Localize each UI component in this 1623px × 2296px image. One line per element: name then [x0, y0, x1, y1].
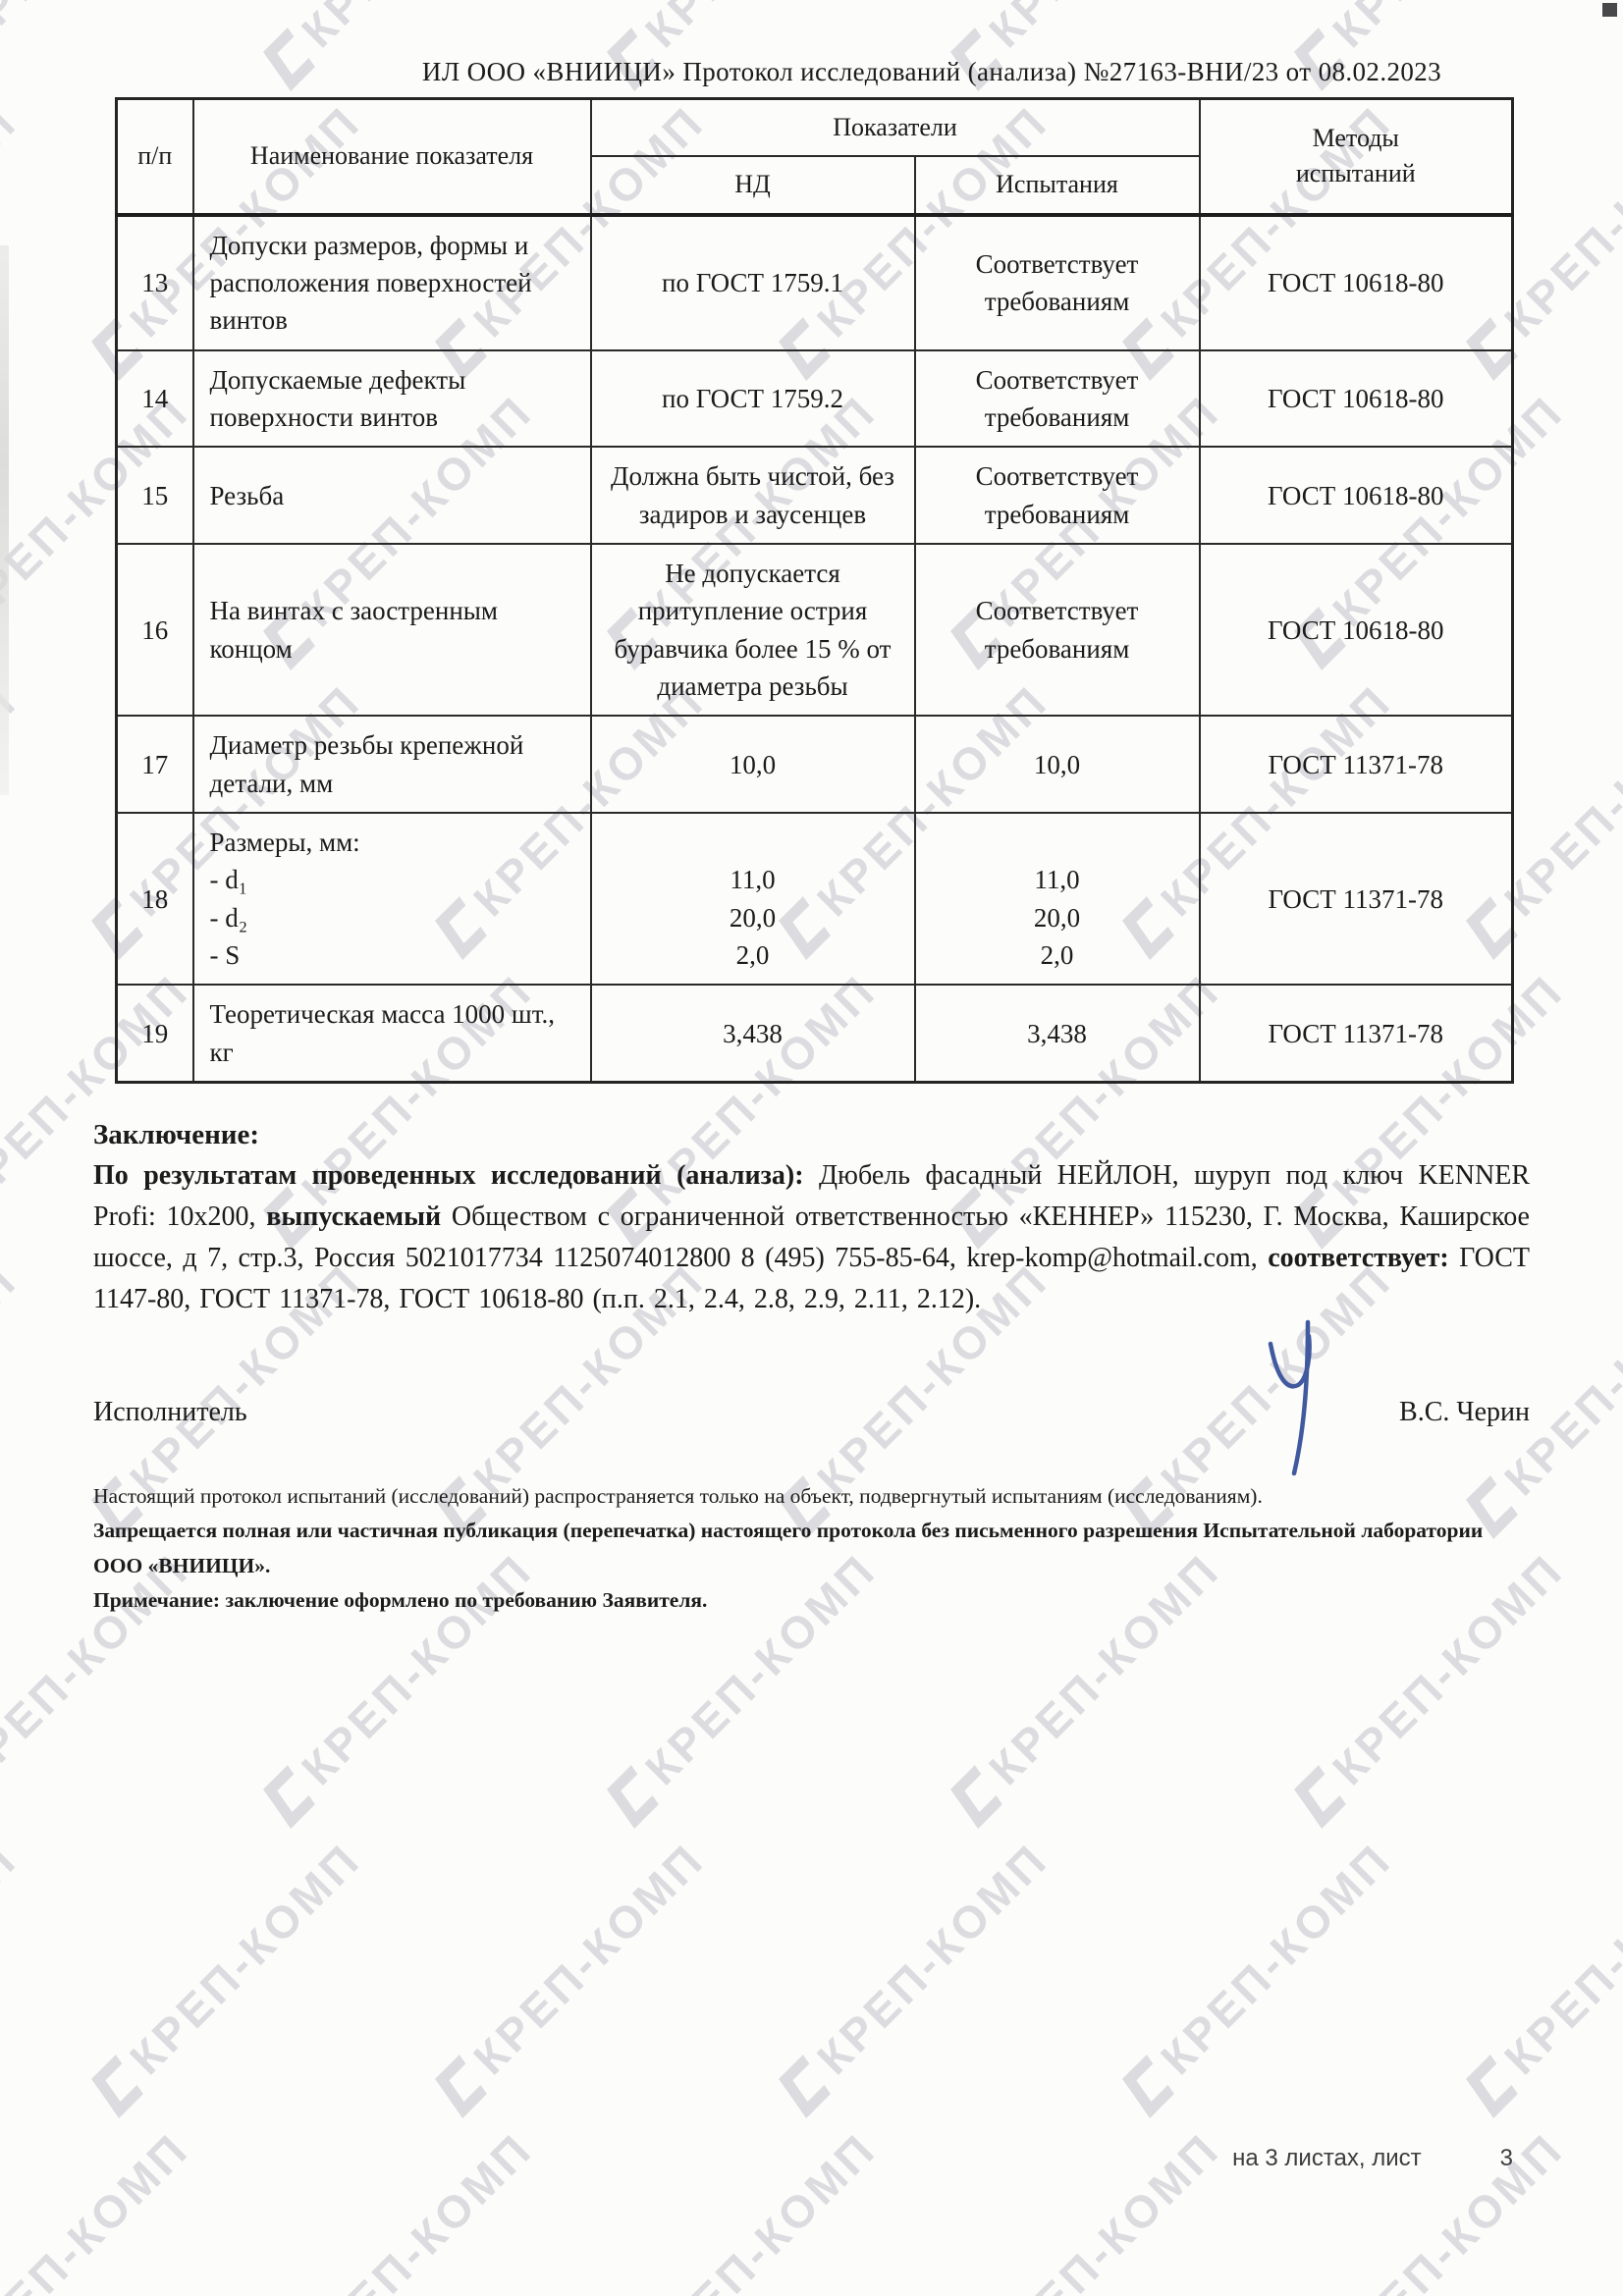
table-row: 14 Допускаемые дефекты поверхности винтов… — [115, 348, 1514, 449]
cell-name: Резьба — [191, 446, 592, 546]
executor-name: В.С. Черин — [1399, 1397, 1530, 1428]
cell-method: ГОСТ 10618-80 — [1198, 213, 1514, 351]
conclusion-segment: По результатам проведенных исследований … — [93, 1160, 819, 1192]
col-header-methods: Методы испытаний — [1198, 97, 1514, 217]
conclusion-segment: Обществом с ограниченной ответственность… — [93, 1201, 1530, 1274]
cell-nd: по ГОСТ 1759.2 — [589, 348, 916, 449]
cell-num: 14 — [115, 348, 194, 449]
conclusion-text: По результатам проведенных исследований … — [93, 1155, 1530, 1320]
table-row: 13 Допуски размеров, формы и расположения… — [115, 213, 1514, 351]
col-header-num: п/п — [115, 97, 194, 217]
conclusion-heading: Заключение: — [93, 1119, 260, 1151]
cell-num: 18 — [115, 812, 194, 987]
cell-nd: 10,0 — [589, 715, 916, 815]
cell-num: 17 — [115, 715, 194, 815]
table-row: 16 На винтах с заостренным концом Не допус… — [115, 543, 1514, 718]
cell-method: ГОСТ 10618-80 — [1198, 348, 1514, 449]
cell-method: ГОСТ 11371-78 — [1198, 715, 1514, 815]
sheets-label: на 3 листах, лист — [1232, 2145, 1422, 2171]
col-header-name: Наименование показателя — [191, 97, 592, 217]
conclusion-segment: Дюбель фасадный НЕЙЛОН, шуруп под ключ K… — [93, 1160, 1530, 1233]
col-header-test: Испытания — [913, 155, 1201, 217]
cell-num: 19 — [115, 984, 194, 1084]
document-header-title: ИЛ ООО «ВНИИЦИ» Протокол исследований (а… — [421, 57, 1442, 86]
cell-test: Соответствует требованиям — [913, 543, 1201, 718]
cell-method: ГОСТ 10618-80 — [1198, 446, 1514, 546]
cell-nd: по ГОСТ 1759.1 — [589, 213, 916, 351]
cell-name: Теоретическая масса 1000 шт., кг — [191, 984, 592, 1084]
scan-edge-noise — [0, 245, 9, 795]
cell-test: Соответствует требованиям — [913, 446, 1201, 546]
cell-test: 11,0 20,0 2,0 — [913, 812, 1201, 987]
cell-nd: Не допускается притупление острия буравч… — [589, 543, 916, 718]
table-header-row-1: п/п Наименование показателя Показатели М… — [115, 97, 1514, 217]
footnote-line: Примечание: заключение оформлено по треб… — [93, 1588, 708, 1613]
conclusion-section: Заключение: По результатам проведенных и… — [93, 1119, 1530, 1320]
cell-nd: 11,0 20,0 2,0 — [589, 812, 916, 987]
page-footer: на 3 листах, лист 3 — [1232, 2145, 1513, 2172]
cell-method: ГОСТ 11371-78 — [1198, 812, 1514, 987]
footnote-line: Запрещается полная или частичная публика… — [93, 1519, 1484, 1577]
cell-test: Соответствует требованиям — [913, 213, 1201, 351]
footnotes-section: Настоящий протокол испытаний (исследован… — [93, 1479, 1530, 1619]
cell-name: Допуски размеров, формы и расположения п… — [191, 213, 592, 351]
executor-label: Исполнитель — [93, 1397, 247, 1428]
results-table: п/п Наименование показателя Показатели М… — [115, 97, 1515, 1085]
cell-method: ГОСТ 11371-78 — [1198, 984, 1514, 1084]
col-header-indicators: Показатели — [589, 97, 1201, 158]
cell-test: Соответствует требованиям — [913, 348, 1201, 449]
conclusion-segment: соответствует: — [1268, 1243, 1460, 1274]
conclusion-segment: ГОСТ 1147-80, ГОСТ 11371-78, ГОСТ 10618-… — [93, 1243, 1530, 1315]
cell-name: Допускаемые дефекты поверхности винтов — [191, 348, 592, 449]
cell-test: 3,438 — [913, 984, 1201, 1084]
cell-name: На винтах с заостренным концом — [191, 543, 592, 718]
sheet-number: 3 — [1499, 2145, 1513, 2171]
cell-num: 15 — [115, 446, 194, 546]
signature-icon — [1268, 1319, 1312, 1476]
table-header-row-2: НД Испытания — [117, 155, 1513, 217]
cell-nd: Должна быть чистой, без задиров и заусен… — [589, 446, 916, 546]
cell-name: Размеры, мм: - d₁ - d₂ - S — [191, 812, 592, 987]
cell-nd: 3,438 — [589, 984, 916, 1084]
conclusion-segment: выпускаемый — [266, 1201, 452, 1233]
scan-corner-artifact — [1602, 3, 1617, 17]
signature-mark — [1257, 1314, 1325, 1489]
table-row: 18 Размеры, мм: - d₁ - d₂ - S 11,0 20,0 2… — [115, 812, 1514, 987]
cell-num: 13 — [115, 213, 194, 351]
table-row: 17 Диаметр резьбы крепежной детали, мм 10,… — [115, 715, 1514, 815]
cell-name: Диаметр резьбы крепежной детали, мм — [191, 715, 592, 815]
executor-row: Исполнитель В.С. Черин — [93, 1319, 1530, 1476]
table-row: 19 Теоретическая масса 1000 шт., кг 3,438 3… — [115, 984, 1514, 1084]
cell-method: ГОСТ 10618-80 — [1198, 543, 1514, 718]
col-header-nd: НД — [589, 155, 916, 217]
table-row: 15 Резьба Должна быть чистой, без задиров … — [115, 446, 1514, 546]
cell-num: 16 — [115, 543, 194, 718]
cell-test: 10,0 — [913, 715, 1201, 815]
footnote-line: Настоящий протокол испытаний (исследован… — [93, 1484, 1263, 1509]
